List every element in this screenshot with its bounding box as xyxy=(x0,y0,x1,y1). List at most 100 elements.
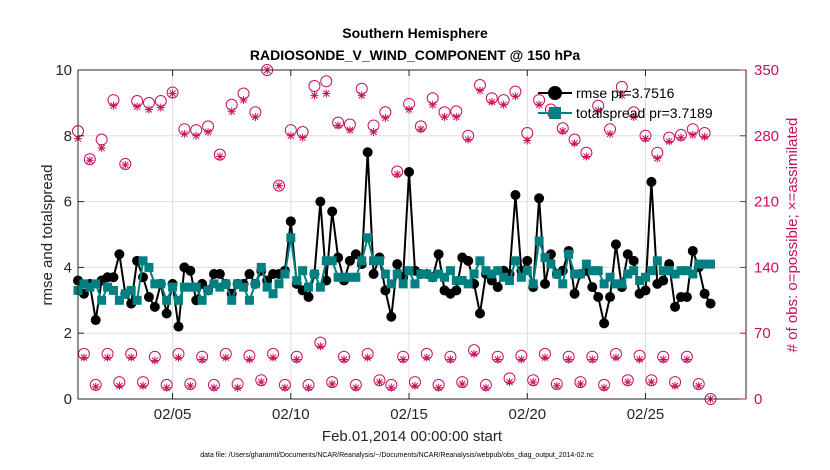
legend-totalspread-marker xyxy=(549,107,561,119)
totalspread-point xyxy=(617,279,627,289)
obs-assimilated-point xyxy=(641,134,650,143)
rmse-point xyxy=(303,292,314,303)
obs-assimilated-point xyxy=(688,130,697,139)
obs-assimilated-point xyxy=(363,353,372,362)
totalspread-point xyxy=(558,279,568,289)
rmse-point xyxy=(173,321,184,332)
obs-assimilated-point xyxy=(606,129,615,138)
obs-assimilated-point xyxy=(144,105,153,114)
rmse-point xyxy=(658,275,669,286)
obs-assimilated-point xyxy=(416,125,425,134)
obs-assimilated-point xyxy=(623,378,632,387)
totalspread-point xyxy=(487,269,497,279)
obs-assimilated-point xyxy=(133,102,142,111)
totalspread-point xyxy=(339,272,349,282)
y-tick-label: 10 xyxy=(55,62,72,79)
y-axis-left-ticks: 0 2 4 6 8 10 xyxy=(55,62,84,408)
obs-assimilated-point xyxy=(168,89,177,98)
totalspread-point xyxy=(79,279,89,289)
obs-assimilated-point xyxy=(422,353,431,362)
totalspread-point xyxy=(688,269,698,279)
rmse-point xyxy=(149,301,160,312)
totalspread-point xyxy=(445,266,455,276)
obs-assimilated-point xyxy=(440,113,449,121)
rmse-point xyxy=(705,298,716,309)
totalspread-point xyxy=(315,282,325,292)
obs-assimilated-point xyxy=(115,381,124,390)
y-tick-label: 0 xyxy=(64,391,72,408)
totalspread-point xyxy=(499,272,509,282)
obs-assimilated-point xyxy=(588,355,597,364)
rmse-point xyxy=(185,265,196,276)
totalspread-point xyxy=(221,279,231,289)
totalspread-point xyxy=(392,269,402,279)
totalspread-point xyxy=(304,282,314,292)
totalspread-point xyxy=(333,272,343,282)
obs-assimilated-point xyxy=(517,355,526,364)
rmse-point xyxy=(599,318,610,329)
rmse-point xyxy=(681,292,692,303)
rmse-point xyxy=(605,292,616,303)
totalspread-point xyxy=(126,285,136,295)
obs-assimilated-point xyxy=(600,383,609,392)
rmse-point xyxy=(622,249,633,260)
x-axis-ticks: 02/05 02/10 02/15 02/20 02/25 xyxy=(154,70,664,423)
totalspread-point xyxy=(298,266,308,276)
y-right-tick-label: 140 xyxy=(754,259,779,276)
obs-assimilated-point xyxy=(221,353,230,362)
rmse-point xyxy=(327,206,338,217)
totalspread-point xyxy=(268,289,278,299)
totalspread-point xyxy=(215,282,225,292)
totalspread-point xyxy=(635,276,645,286)
obs-assimilated-point xyxy=(280,383,289,392)
rmse-point xyxy=(451,285,462,296)
obs-assimilated-point xyxy=(387,383,396,392)
y-axis-label: rmse and totalspread xyxy=(39,165,56,306)
rmse-point xyxy=(386,311,397,322)
obs-assimilated-point xyxy=(582,152,591,161)
totalspread-point xyxy=(463,279,473,289)
rmse-point xyxy=(646,176,657,187)
obs-assimilated-point xyxy=(121,160,130,169)
totalspread-point xyxy=(162,295,172,305)
totalspread-point xyxy=(398,279,408,289)
obs-assimilated-point xyxy=(564,355,573,364)
totalspread-point xyxy=(120,289,130,299)
totalspread-point xyxy=(516,272,526,282)
x-axis-label: Feb.01,2014 00:00:00 start xyxy=(322,428,503,445)
legend-totalspread-label: totalspread pr=3.7189 xyxy=(576,105,713,121)
totalspread-point xyxy=(670,269,680,279)
totalspread-point xyxy=(114,295,124,305)
totalspread-point xyxy=(664,266,674,276)
obs-assimilated-point xyxy=(209,383,218,392)
totalspread-point xyxy=(575,269,585,279)
obs-assimilated-point xyxy=(215,152,224,161)
x-tick-label: 02/25 xyxy=(627,406,665,423)
x-tick-label: 02/15 xyxy=(390,406,428,423)
obs-assimilated-point xyxy=(405,105,414,114)
totalspread-point xyxy=(369,256,379,266)
obs-assimilated-point xyxy=(251,113,260,121)
rmse-point xyxy=(522,255,533,266)
totalspread-point xyxy=(593,266,603,276)
y-right-tick-label: 280 xyxy=(754,128,779,145)
rmse-point xyxy=(244,268,255,279)
obs-assimilated-point xyxy=(393,170,402,179)
totalspread-point xyxy=(262,282,272,292)
rmse-point xyxy=(628,255,639,266)
totalspread-point xyxy=(475,256,485,266)
obs-assimilated-point xyxy=(541,353,550,362)
y-tick-label: 4 xyxy=(64,259,72,276)
totalspread-point xyxy=(587,266,597,276)
obs-assimilated-point xyxy=(357,91,366,100)
totalspread-point xyxy=(528,279,538,289)
totalspread-point xyxy=(410,279,420,289)
obs-possible-point xyxy=(119,158,132,170)
obs-assimilated-point xyxy=(156,103,165,112)
obs-assimilated-point xyxy=(310,91,319,100)
obs-assimilated-point xyxy=(198,355,207,364)
obs-assimilated-point xyxy=(671,381,680,390)
obs-assimilated-point xyxy=(139,381,148,390)
rmse-point xyxy=(315,196,326,207)
obs-assimilated-point xyxy=(653,154,662,163)
